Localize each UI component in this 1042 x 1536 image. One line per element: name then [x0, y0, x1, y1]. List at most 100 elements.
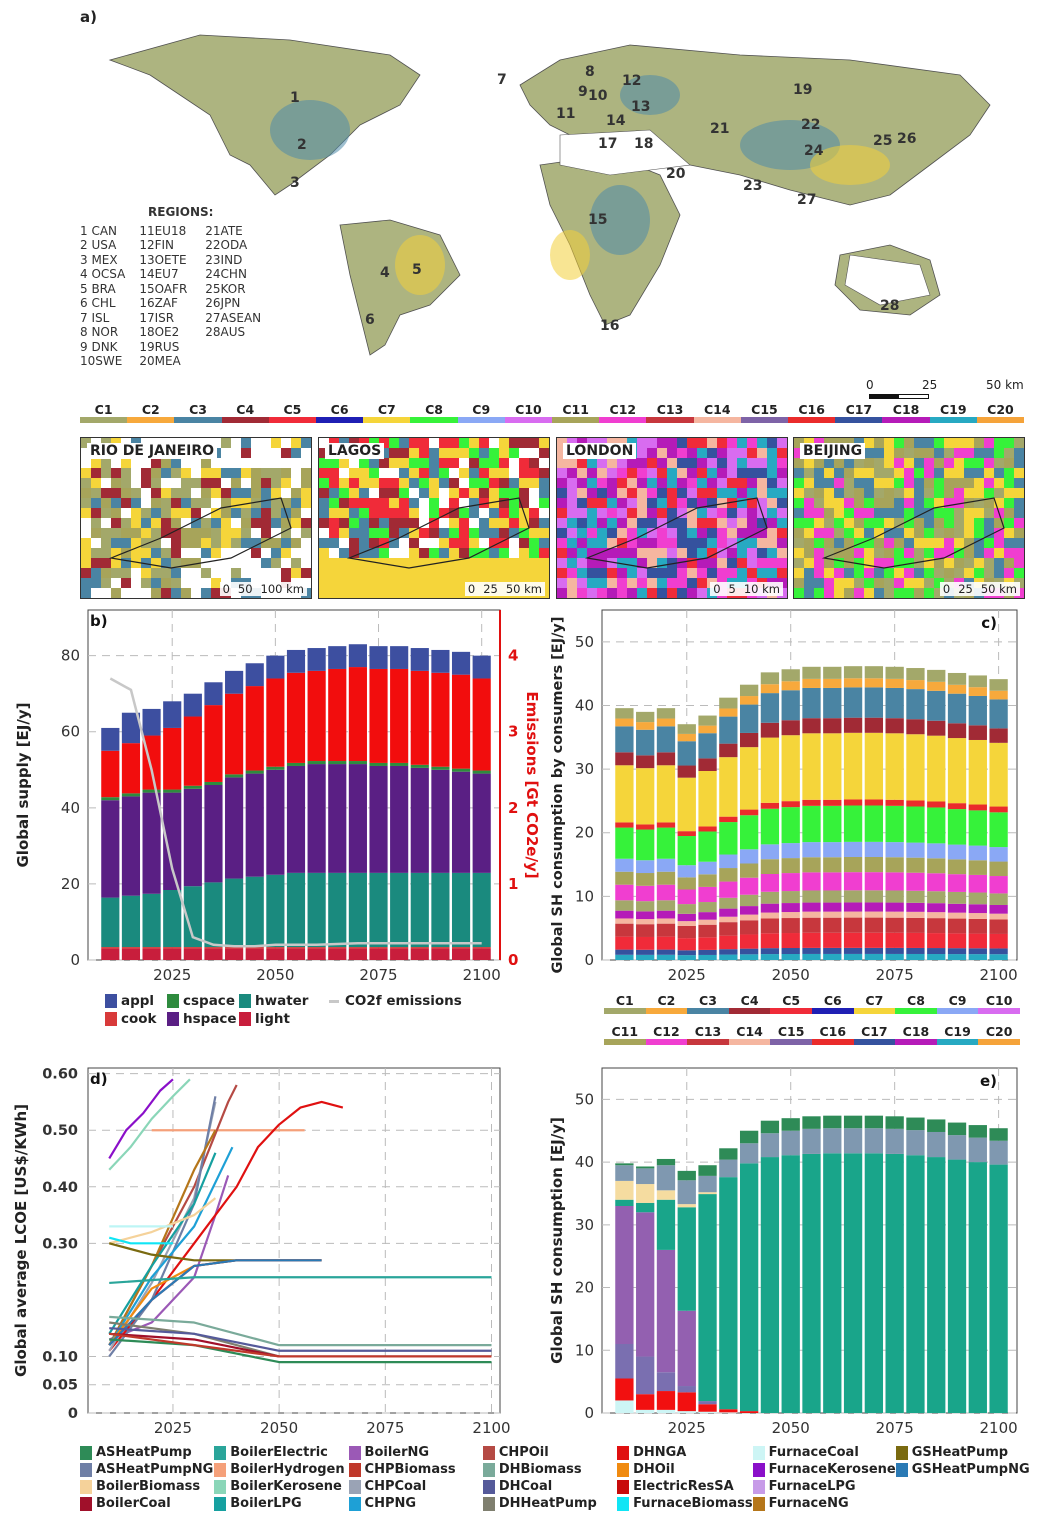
city-cell: [854, 478, 864, 488]
city-cell: [597, 518, 607, 528]
city-name: RIO DE JANEIRO: [87, 443, 218, 459]
city-cell: [557, 528, 567, 538]
bar-segment: [307, 670, 326, 762]
city-cell: [201, 548, 211, 558]
lcoe-line: [108, 1129, 217, 1346]
city-cell: [854, 548, 864, 558]
city-cell: [984, 548, 994, 558]
y-tick-label: 0: [68, 1406, 78, 1422]
city-cell: [131, 578, 141, 588]
bar-segment: [163, 947, 182, 949]
city-cell: [419, 468, 429, 478]
bar-segment: [656, 871, 676, 885]
legend-label: FurnaceBiomass: [633, 1496, 753, 1511]
city-cell: [777, 488, 787, 498]
bar-segment: [286, 649, 306, 673]
consumer-class-cell: C18: [895, 1024, 937, 1045]
legend-label: FurnaceCoal: [768, 1445, 859, 1460]
city-cell: [171, 488, 181, 498]
city-cell: [101, 528, 111, 538]
city-cell: [171, 508, 181, 518]
city-cell: [369, 478, 379, 488]
city-cell: [667, 448, 677, 458]
city-cell: [757, 438, 767, 448]
city-cell: [201, 588, 211, 598]
bar-segment: [968, 845, 987, 861]
bar-segment: [739, 948, 759, 955]
city-cell: [567, 488, 577, 498]
city-cell: [637, 498, 647, 508]
city-cell: [974, 498, 984, 508]
city-cell: [994, 438, 1004, 448]
bar-segment: [906, 734, 925, 801]
lcoe-line: [108, 1078, 174, 1160]
city-cell: [814, 508, 824, 518]
bar-segment: [183, 948, 202, 960]
city-cell: [399, 438, 409, 448]
region-entry: 19RUS: [139, 339, 180, 354]
consumer-class-swatch: [978, 1008, 1020, 1014]
legend-label: cspace: [183, 993, 235, 1009]
city-cell: [757, 478, 767, 488]
city-cell: [181, 568, 191, 578]
city-cell: [319, 558, 329, 568]
bar-segment: [864, 678, 884, 688]
city-cell: [469, 498, 479, 508]
bar-segment: [348, 764, 367, 873]
city-cell: [291, 568, 301, 578]
city-cell: [757, 518, 767, 528]
city-cell: [934, 548, 944, 558]
bar-segment: [204, 882, 223, 948]
city-cell: [647, 578, 657, 588]
city-cell: [339, 548, 349, 558]
city-cell: [577, 488, 587, 498]
legend-item: DHHeatPump: [482, 1495, 617, 1512]
bar-segment: [968, 948, 987, 955]
bar-segment: [719, 1409, 738, 1413]
bar-segment: [225, 774, 244, 778]
city-cell: [677, 488, 687, 498]
bar-segment: [121, 743, 141, 794]
legend-swatch: [895, 1462, 908, 1477]
city-cell: [844, 458, 854, 468]
consumer-class-cell: C7: [853, 993, 896, 1014]
city-cell: [874, 458, 884, 468]
y-tick-label: 30: [575, 760, 594, 778]
bar-segment: [739, 954, 759, 960]
city-cell: [1004, 508, 1014, 518]
consumer-class-swatch: [599, 417, 647, 423]
city-cell: [111, 518, 121, 528]
bar-segment: [431, 948, 450, 960]
bar-segment: [906, 947, 925, 954]
consumer-class-swatch: [853, 1008, 896, 1014]
legend-item: BoilerLPG: [214, 1495, 348, 1512]
city-cell: [231, 548, 241, 558]
city-cell: [271, 448, 281, 458]
city-cell: [667, 548, 677, 558]
city-cell: [409, 468, 419, 478]
city-cell: [101, 458, 111, 468]
consumer-class-cell: C13: [646, 402, 694, 423]
city-cell: [697, 438, 707, 448]
city-cell: [121, 498, 131, 508]
city-cell: [747, 448, 757, 458]
bar-segment: [451, 771, 471, 873]
city-cell: [697, 538, 707, 548]
city-cell: [211, 558, 221, 568]
city-cell: [864, 548, 874, 558]
city-cell: [141, 578, 151, 588]
city-cell: [369, 498, 379, 508]
city-cell: [854, 588, 864, 598]
city-scale-label: 0: [467, 582, 476, 596]
legend-item: hspace: [167, 1011, 239, 1027]
city-cell: [557, 508, 567, 518]
bar-segment: [823, 911, 842, 918]
city-cell: [767, 488, 777, 498]
x-tick-label: 2025: [668, 966, 706, 984]
consumer-class-swatch: [687, 1008, 729, 1014]
legend-item: BoilerHydrogen: [214, 1461, 348, 1478]
bar-segment: [615, 765, 634, 823]
x-tick-label: 2075: [876, 966, 914, 984]
bar-segment: [328, 668, 347, 762]
city-cell: [597, 488, 607, 498]
